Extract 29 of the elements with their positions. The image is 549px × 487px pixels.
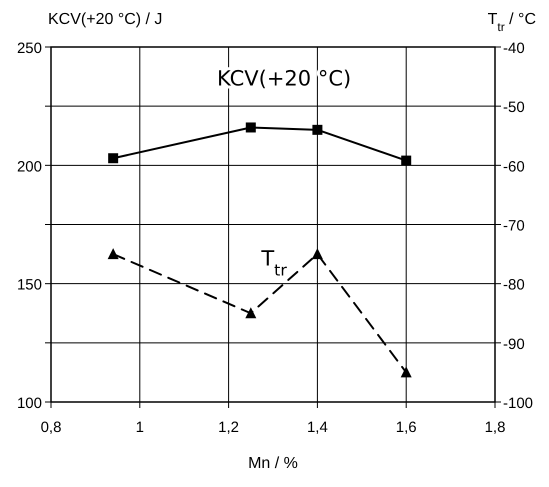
y2-tick-label: -40 [503, 40, 525, 57]
point [312, 124, 322, 135]
y2-tick-label: -50 [503, 99, 525, 116]
point [246, 122, 256, 132]
y2-tick-label: -60 [503, 158, 525, 176]
point [400, 366, 412, 378]
point [312, 248, 323, 260]
y-tick-label: 250 [16, 40, 42, 57]
y2-tick-label: -70 [503, 218, 525, 234]
x-tick-label: 1,6 [396, 419, 417, 436]
y-tick-label: 200 [16, 158, 42, 176]
x-tick-label: 1,4 [306, 419, 328, 436]
y2-tick-label: -90 [503, 336, 525, 353]
x-axis-title: Mn / % [248, 455, 298, 472]
y2-tick-label: -80 [503, 276, 525, 294]
y-axis-title: KCV(+20 °C) / J [48, 11, 162, 28]
x-tick-label: 1 [136, 419, 144, 436]
x-tick-label: 1,8 [484, 419, 506, 436]
point [401, 156, 412, 166]
y2-axis-title: T$_{tr}$ / °C [488, 11, 536, 34]
y-tick-label: 150 [16, 276, 42, 294]
y2-tick-label: -100 [503, 395, 534, 412]
point [108, 153, 118, 164]
x-tick-label: 1,2 [218, 419, 240, 436]
point [108, 248, 119, 260]
x-tick-label: 0,8 [40, 419, 62, 436]
point [245, 307, 256, 318]
y-tick-label: 100 [16, 395, 42, 412]
series-label: T$_{tr}$ [260, 246, 288, 280]
